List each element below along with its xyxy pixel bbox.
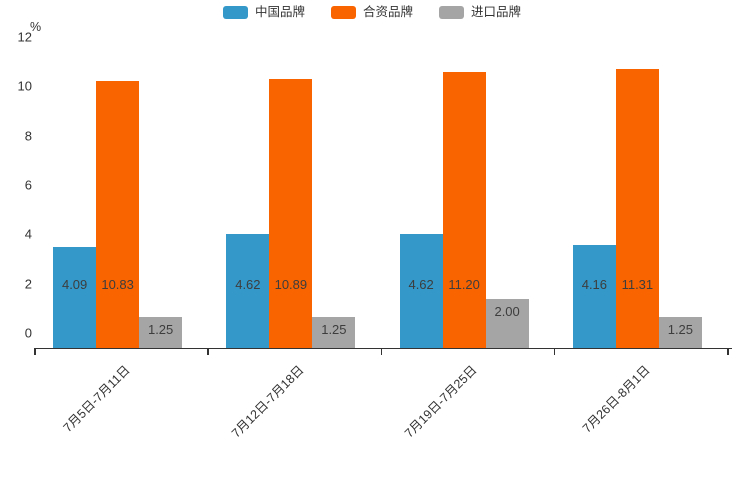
legend-swatch-icon bbox=[330, 6, 356, 19]
y-axis-tick-label: 4 bbox=[24, 226, 32, 242]
plot-area: 0 2 4 6 8 10 12 4.09 10.83 1.25 4.62 10.89 1.25 4.62… bbox=[18, 30, 732, 355]
bar-value-label: 10.83 bbox=[101, 277, 134, 292]
bar-value-label: 4.62 bbox=[408, 277, 434, 292]
bar[interactable]: 11.31 bbox=[615, 69, 659, 348]
bar[interactable]: 10.89 bbox=[269, 79, 313, 348]
bar-group: 4.62 10.89 1.25 bbox=[226, 52, 356, 348]
bar[interactable]: 1.25 bbox=[312, 317, 356, 348]
bar[interactable]: 1.25 bbox=[139, 317, 183, 348]
legend-swatch-icon bbox=[439, 6, 464, 19]
bar[interactable]: 4.62 bbox=[399, 234, 443, 348]
x-axis-tick bbox=[380, 348, 382, 355]
bar-value-label: 11.31 bbox=[621, 277, 654, 292]
bar-value-label: 1.25 bbox=[147, 322, 174, 338]
bar[interactable]: 4.16 bbox=[572, 245, 616, 348]
bar-group: 4.62 11.20 2.00 bbox=[399, 52, 529, 348]
legend-item-label: 合资品牌 bbox=[362, 5, 413, 20]
y-axis-tick-label: 12 bbox=[17, 29, 32, 45]
x-axis-line bbox=[34, 347, 732, 349]
bar-group: 4.09 10.83 1.25 bbox=[53, 52, 183, 348]
bar[interactable]: 11.20 bbox=[442, 71, 486, 348]
bar[interactable]: 4.09 bbox=[53, 247, 97, 348]
bar-value-label: 4.16 bbox=[581, 277, 608, 292]
x-axis-tick bbox=[553, 348, 556, 355]
bar-value-label: 4.62 bbox=[235, 277, 261, 292]
bar-value-label: 1.25 bbox=[667, 322, 694, 338]
y-axis-tick-label: 10 bbox=[17, 78, 32, 94]
legend-swatch-icon bbox=[222, 6, 248, 19]
bar[interactable]: 1.25 bbox=[658, 317, 702, 348]
chart-legend: 中国品牌 合资品牌 进口品牌 bbox=[0, 6, 744, 19]
legend-item-imported-brand[interactable]: 进口品牌 bbox=[439, 6, 521, 19]
bar-value-label: 10.89 bbox=[274, 277, 308, 292]
x-axis-tick-label: 7月5日-7月11日 bbox=[60, 362, 133, 435]
bar-value-label: 1.25 bbox=[321, 322, 347, 338]
bar[interactable]: 4.62 bbox=[226, 234, 270, 348]
bar-value-label: 2.00 bbox=[494, 303, 520, 319]
x-axis-tick bbox=[207, 348, 209, 355]
y-axis-unit-label: % bbox=[30, 20, 42, 34]
bar[interactable]: 2.00 bbox=[485, 298, 529, 348]
bar[interactable]: 10.83 bbox=[96, 80, 140, 348]
x-axis-tick bbox=[34, 348, 36, 355]
x-axis-tick-label: 7月26日-8月1日 bbox=[579, 362, 653, 436]
y-axis-tick-label: 6 bbox=[24, 177, 32, 193]
y-axis-tick-label: 0 bbox=[24, 325, 32, 341]
bar-value-label: 11.20 bbox=[448, 277, 480, 292]
legend-item-label: 进口品牌 bbox=[471, 5, 522, 20]
legend-item-label: 中国品牌 bbox=[254, 5, 305, 20]
legend-item-china-brand[interactable]: 中国品牌 bbox=[222, 5, 305, 20]
legend-item-joint-venture-brand[interactable]: 合资品牌 bbox=[330, 5, 413, 20]
x-axis-tick bbox=[727, 348, 729, 355]
y-axis-tick-label: 8 bbox=[24, 128, 32, 144]
y-axis-tick-label: 2 bbox=[24, 276, 32, 292]
x-axis-tick-label: 7月12日-7月18日 bbox=[228, 362, 307, 441]
bar-group: 4.16 11.31 1.25 bbox=[572, 52, 702, 348]
x-axis-tick-label: 7月19日-7月25日 bbox=[401, 362, 480, 441]
bar-value-label: 4.09 bbox=[61, 277, 88, 292]
